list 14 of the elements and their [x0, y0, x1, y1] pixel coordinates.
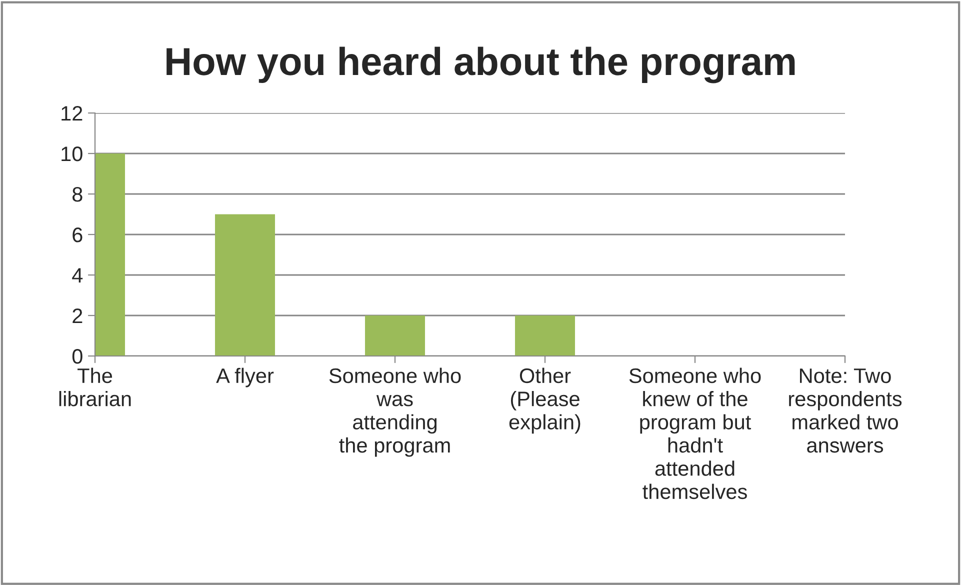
- x-tick-label: Other (Please explain): [509, 368, 580, 434]
- y-tick-label: 6: [72, 228, 82, 242]
- y-tick-label: 12: [62, 106, 82, 121]
- y-tick-label: 10: [62, 146, 82, 162]
- chart-title: How you heard about the program: [166, 46, 795, 84]
- y-tick-label: 4: [72, 268, 83, 283]
- y-tick-label: 8: [72, 187, 82, 202]
- y-tick-label: 0: [72, 349, 82, 364]
- x-tick-label: The librarian: [59, 368, 131, 406]
- x-tick-label: A flyer: [216, 368, 274, 388]
- y-tick-label: 2: [72, 308, 82, 324]
- x-tick-label: Someone who knew of the program but hadn't attended themselves: [629, 368, 761, 500]
- x-tick-label: Note: Two respondents marked two answers: [789, 368, 902, 453]
- x-tick-label: Someone who was attending the program: [329, 368, 461, 457]
